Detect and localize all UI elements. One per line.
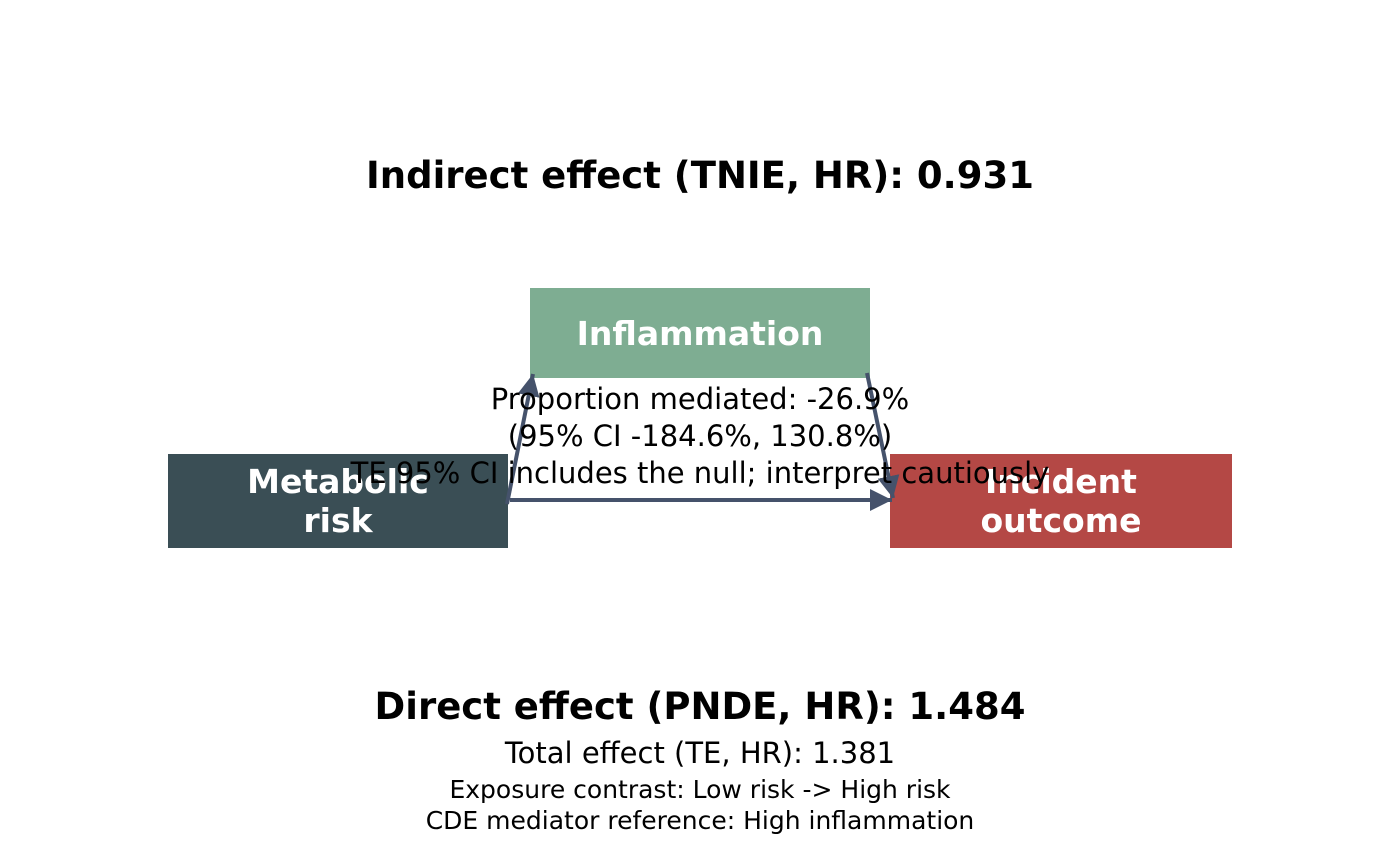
mediator-node: Inflammation — [530, 288, 870, 378]
cde-reference-text: CDE mediator reference: High inflammatio… — [425, 806, 975, 835]
direct-effect-text: Direct effect (PNDE, HR): 1.484 — [374, 685, 1026, 728]
exposure-node-label-line2: risk — [303, 501, 373, 540]
outcome-node-label-line1: Incident — [985, 462, 1137, 501]
exposure-contrast-text: Exposure contrast: Low risk -> High risk — [449, 775, 951, 804]
total-effect-text: Total effect (TE, HR): 1.381 — [504, 736, 896, 770]
proportion-mediated-text: Proportion mediated: -26.9% — [490, 382, 910, 416]
confidence-interval-text: (95% CI -184.6%, 130.8%) — [507, 419, 893, 453]
outcome-node-label-line2: outcome — [980, 501, 1142, 540]
caution-text: TE 95% CI includes the null; interpret c… — [350, 456, 1050, 490]
exposure-node: Metabolic risk — [168, 454, 508, 548]
indirect-effect-title: Indirect effect (TNIE, HR): 0.931 — [366, 154, 1034, 197]
exposure-node-label-line1: Metabolic — [247, 462, 429, 501]
outcome-node: Incident outcome — [890, 454, 1232, 548]
mediator-node-label: Inflammation — [576, 313, 824, 353]
